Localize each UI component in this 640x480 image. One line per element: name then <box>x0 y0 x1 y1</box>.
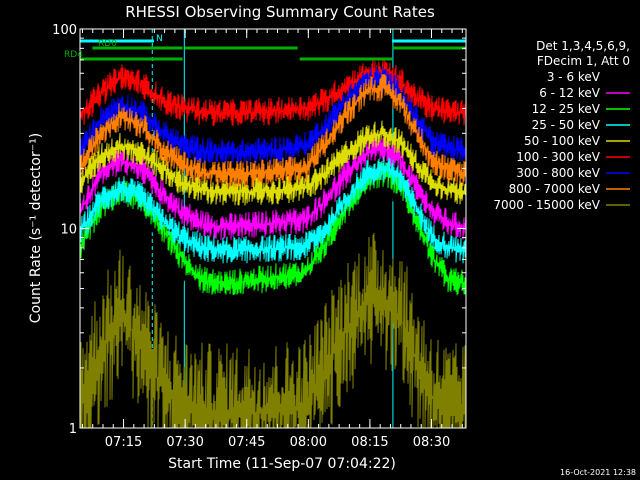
y-axis-label: Count Rate (s⁻¹ detector⁻¹) <box>28 133 44 323</box>
series-line <box>79 73 467 188</box>
legend-label: 6 - 12 keV <box>539 86 601 100</box>
x-tick-label: 07:45 <box>228 435 265 450</box>
footer-timestamp: 16-Oct-2021 12:38 <box>560 468 636 477</box>
legend-label: 300 - 800 keV <box>516 166 600 180</box>
series-line <box>79 58 467 127</box>
legend-label: 12 - 25 keV <box>532 102 601 116</box>
flag-label: RD4 <box>64 50 83 60</box>
series-line <box>79 66 467 167</box>
legend-label: 800 - 7000 keV <box>509 182 601 196</box>
legend-header-2: FDecim 1, Att 0 <box>537 54 630 68</box>
legend-label: 7000 - 15000 keV <box>493 198 600 212</box>
flag-label: RD0 <box>98 39 117 49</box>
series-line <box>79 169 467 337</box>
legend-label: 3 - 6 keV <box>547 70 601 84</box>
legend-label: 100 - 300 keV <box>516 150 600 164</box>
y-tick-label: 1 <box>69 422 77 437</box>
x-tick-label: 07:15 <box>105 435 142 450</box>
y-tick-label: 10 <box>60 223 77 238</box>
flag-label: N <box>156 34 163 44</box>
legend-header-1: Det 1,3,4,5,6,9, <box>536 39 630 53</box>
legend-label: 50 - 100 keV <box>524 134 601 148</box>
legend-label: 25 - 50 keV <box>532 118 601 132</box>
x-tick-label: 07:30 <box>166 435 203 450</box>
series-line <box>79 137 467 240</box>
x-axis-label: Start Time (11-Sep-07 07:04:22) <box>168 456 396 472</box>
axes: N RD0 RD4 1 10 100 07:15 07:30 07:45 08:00 08:15 08… <box>52 23 466 450</box>
y-tick-label: 100 <box>52 23 77 38</box>
x-tick-label: 08:15 <box>351 435 388 450</box>
series-line <box>79 156 467 264</box>
x-tick-label: 08:30 <box>413 435 450 450</box>
series-line <box>79 232 467 429</box>
series-line <box>79 120 467 206</box>
legend: Det 1,3,4,5,6,9, FDecim 1, Att 0 3 - 6 k… <box>493 39 630 212</box>
plot-area <box>79 29 467 429</box>
x-tick-label: 08:00 <box>290 435 327 450</box>
chart-title: RHESSI Observing Summary Count Rates <box>125 3 435 21</box>
